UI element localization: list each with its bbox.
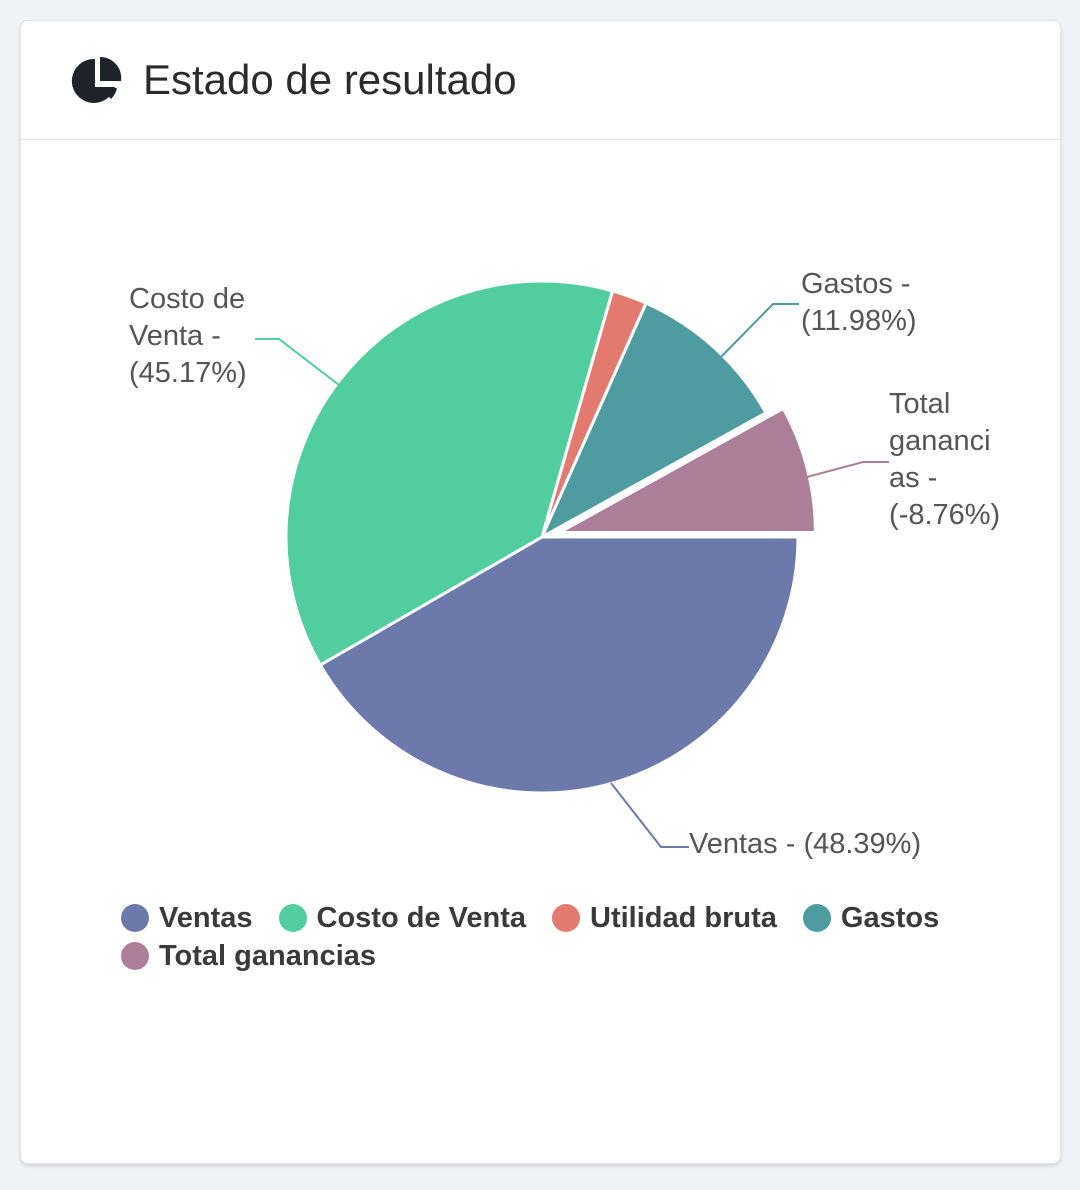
pie-slice-costo-de-venta[interactable] (284, 279, 615, 667)
card-header: Estado de resultado (21, 21, 1060, 140)
data-label-costo-de-venta: Costo de Venta - (45.17%) (129, 283, 247, 389)
data-label-line: Venta - (129, 320, 221, 352)
data-label-total-ganancias: Total gananci as - (-8.76%) (889, 388, 1000, 531)
legend-item-gastos[interactable]: Gastos (802, 901, 940, 935)
data-label-line: Total (889, 388, 950, 420)
callout-line-ventas (610, 782, 689, 848)
data-label-line: Costo de (129, 283, 245, 315)
data-label-line: (11.98%) (801, 305, 917, 337)
card-title: Estado de resultado (143, 56, 517, 103)
data-label-line: Gastos - (801, 268, 911, 300)
legend-swatch (802, 904, 831, 932)
callout-line-costo-de-venta (255, 338, 340, 386)
data-label-line: (-8.76%) (889, 499, 1000, 531)
data-label-line: as - (889, 462, 937, 494)
pie-chart-icon (71, 57, 122, 103)
data-label-gastos: Gastos - (11.98%) (801, 268, 917, 337)
pie-slice-gastos[interactable] (540, 301, 768, 539)
legend-swatch (121, 904, 149, 932)
pie-slice-ventas[interactable] (318, 535, 800, 795)
legend-swatch (552, 904, 580, 932)
legend-label: Gastos (840, 901, 940, 934)
pie-slices (284, 279, 817, 795)
legend-item-utilidad-bruta[interactable]: Utilidad bruta (552, 901, 777, 935)
legend-label: Costo de Venta (316, 901, 527, 934)
legend-item-total-ganancias[interactable]: Total ganancias (121, 939, 376, 973)
legend-label: Total ganancias (159, 939, 377, 972)
legend-swatch (121, 942, 149, 970)
data-label-ventas: Ventas - (48.39%) (689, 828, 921, 860)
legend-item-costo-de-venta[interactable]: Costo de Venta (278, 901, 527, 935)
callout-line-gastos (718, 303, 799, 360)
legend-item-ventas[interactable]: Ventas (121, 901, 253, 935)
legend-label: Ventas (159, 901, 253, 934)
data-label-line: (45.17%) (129, 357, 247, 389)
pie-slice-total-ganancias[interactable] (557, 406, 817, 534)
legend-swatch (278, 904, 307, 932)
chart-legend: Ventas Costo de Venta Utilidad bruta Gastos… (121, 901, 1001, 973)
data-label-line: Ventas - (48.39%) (689, 828, 921, 860)
callout-line-total-ganancias (806, 461, 889, 478)
estado-resultado-card: Estado de resultado Ventas - (48.39%) Cos… (20, 20, 1061, 1164)
pie-chart: Ventas - (48.39%) Costo de Venta - (45.17%)… (129, 268, 1000, 860)
legend-label: Utilidad bruta (590, 901, 777, 934)
data-label-line: gananci (889, 425, 991, 457)
